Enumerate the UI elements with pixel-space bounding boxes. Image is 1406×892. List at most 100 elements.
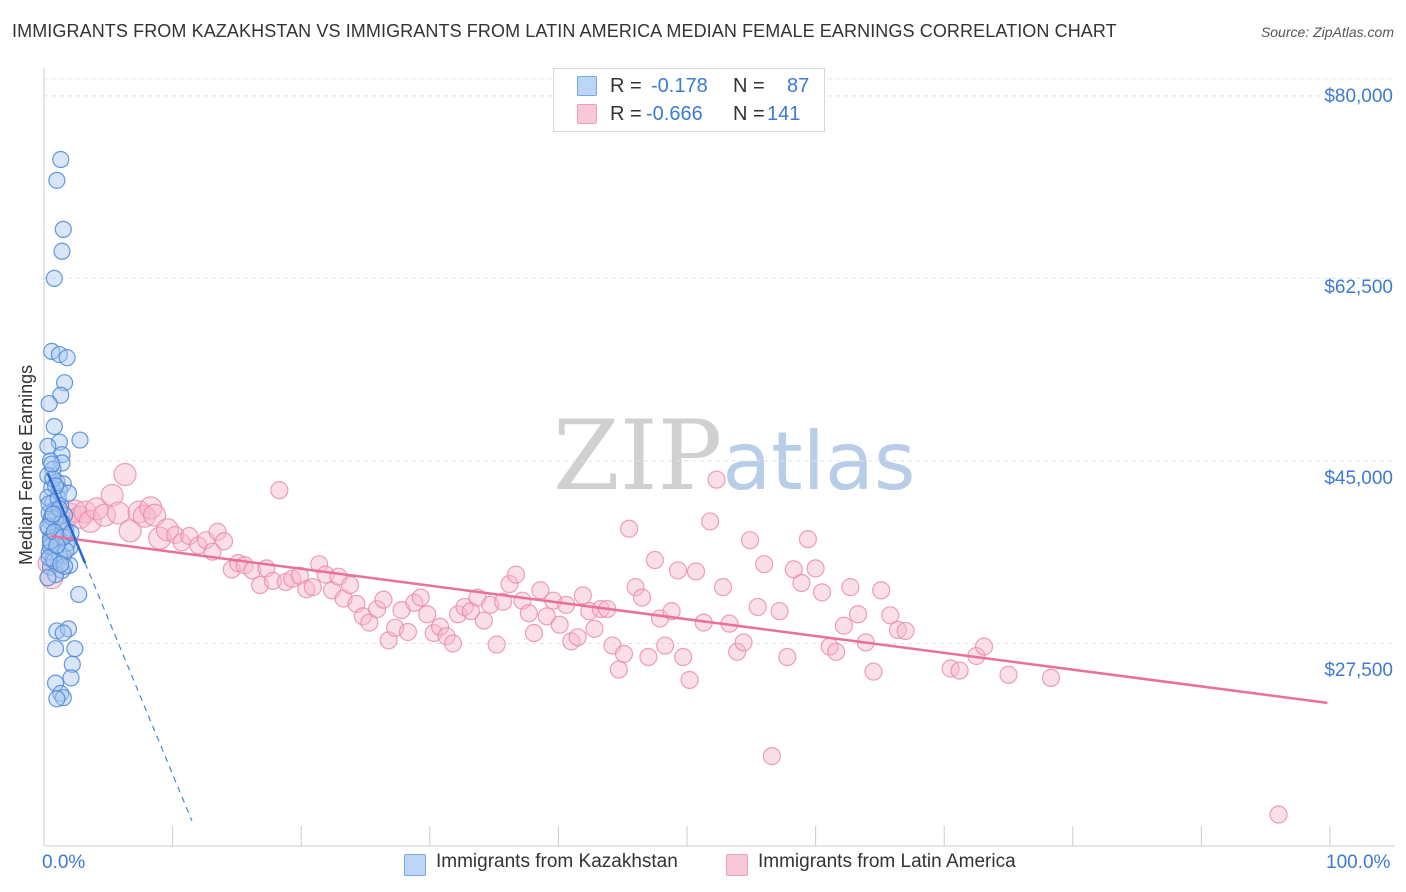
data-point-latin-america — [632, 588, 652, 607]
data-point-latin-america — [734, 633, 753, 652]
data-point-latin-america — [755, 555, 774, 574]
data-point-kazakhstan — [45, 269, 63, 287]
bottom-legend-label-kazakhstan: Immigrants from Kazakhstan — [436, 851, 678, 872]
data-point-latin-america — [881, 606, 900, 625]
data-point-latin-america — [494, 592, 513, 611]
data-point-kazakhstan — [63, 655, 81, 673]
data-point-latin-america — [707, 470, 726, 489]
data-point-latin-america — [437, 627, 456, 646]
data-point-latin-america — [701, 512, 720, 531]
data-point-latin-america — [155, 518, 180, 542]
data-point-latin-america — [519, 604, 538, 623]
data-point-latin-america — [748, 597, 767, 617]
bottom-legend-swatch-latin-america — [726, 854, 748, 876]
data-point-latin-america — [770, 602, 789, 621]
data-point-latin-america — [834, 616, 853, 635]
data-point-latin-america — [614, 644, 634, 663]
data-point-latin-america — [118, 519, 142, 543]
data-point-latin-america — [113, 462, 137, 487]
y-tick-label: $27,500 — [1324, 660, 1393, 681]
y-tick-label: $45,000 — [1324, 468, 1393, 489]
data-point-latin-america — [568, 628, 587, 647]
data-point-latin-america — [888, 620, 908, 640]
trend-lines — [46, 472, 1328, 822]
data-point-latin-america — [270, 481, 289, 500]
legend-r-value: -0.178 — [651, 74, 708, 97]
x-tick-label-max: 100.0% — [1326, 852, 1391, 873]
data-point-latin-america — [798, 530, 817, 549]
data-point-latin-america — [896, 621, 915, 641]
data-point-latin-america — [430, 617, 450, 636]
legend-r-value: -0.666 — [646, 102, 703, 125]
data-point-latin-america — [609, 660, 628, 679]
data-point-kazakhstan — [40, 394, 58, 413]
data-point-latin-america — [340, 575, 360, 595]
data-point-kazakhstan — [45, 417, 63, 436]
data-point-latin-america — [662, 602, 681, 621]
data-point-latin-america — [142, 503, 167, 527]
data-point-latin-america — [500, 574, 519, 594]
data-point-kazakhstan — [40, 495, 58, 513]
x-tick-label-min: 0.0% — [42, 852, 86, 873]
series-kazakhstan-points — [39, 150, 89, 708]
data-point-kazakhstan — [54, 689, 72, 707]
data-point-kazakhstan — [52, 386, 70, 404]
watermark-atlas: atlas — [722, 415, 916, 508]
data-point-kazakhstan — [48, 171, 66, 189]
data-point-latin-america — [524, 623, 544, 643]
data-point-latin-america — [999, 665, 1018, 684]
data-point-kazakhstan — [39, 569, 57, 587]
data-point-kazakhstan — [58, 349, 76, 367]
data-point-latin-america — [537, 607, 556, 626]
data-point-kazakhstan — [48, 690, 66, 708]
data-point-latin-america — [139, 496, 163, 520]
data-point-latin-america — [360, 613, 379, 632]
source-credit: Source: ZipAtlas.com — [1260, 24, 1394, 40]
data-point-kazakhstan — [53, 242, 71, 260]
data-point-latin-america — [550, 615, 569, 634]
data-point-latin-america — [411, 588, 430, 607]
data-point-latin-america — [585, 619, 604, 638]
trend-extension-kazakhstan — [84, 562, 193, 822]
data-point-latin-america — [812, 583, 832, 602]
data-point-kazakhstan — [46, 640, 65, 658]
watermark: ZIPatlas — [553, 400, 916, 512]
legend-r-label: R = — [610, 74, 642, 97]
data-point-latin-america — [78, 509, 102, 534]
y-axis-label: Median Female Earnings — [16, 364, 36, 565]
data-point-latin-america — [487, 635, 506, 654]
correlation-legend: R = -0.178 N = 87 R = -0.666 N = 141 — [553, 68, 825, 132]
data-point-latin-america — [713, 578, 733, 597]
data-point-latin-america — [573, 586, 592, 605]
data-point-latin-america — [263, 571, 283, 590]
data-point-latin-america — [531, 581, 550, 600]
data-point-latin-america — [620, 519, 639, 538]
bottom-legend-label-latin-america: Immigrants from Latin America — [758, 851, 1016, 872]
data-point-kazakhstan — [52, 555, 70, 573]
y-tick-label: $80,000 — [1324, 86, 1393, 107]
data-point-latin-america — [674, 647, 693, 667]
data-point-latin-america — [656, 636, 675, 655]
data-point-latin-america — [374, 590, 393, 609]
chart-title: IMMIGRANTS FROM KAZAKHSTAN VS IMMIGRANTS… — [12, 21, 1117, 41]
data-point-kazakhstan — [54, 220, 72, 238]
data-point-latin-america — [806, 559, 825, 578]
data-point-latin-america — [645, 550, 664, 570]
data-point-kazakhstan — [62, 669, 80, 687]
bottom-legend-swatch-kazakhstan — [404, 854, 426, 876]
data-point-latin-america — [506, 565, 526, 584]
data-point-latin-america — [303, 578, 322, 597]
data-point-latin-america — [639, 647, 658, 667]
data-point-latin-america — [827, 642, 846, 661]
data-point-latin-america — [778, 647, 797, 667]
data-point-latin-america — [841, 578, 860, 597]
data-point-latin-america — [950, 661, 969, 680]
data-point-kazakhstan — [52, 150, 70, 169]
data-point-kazakhstan — [70, 585, 88, 604]
series-latin-america-points — [37, 462, 1288, 824]
legend-n-value: 87 — [787, 74, 810, 97]
data-point-latin-america — [686, 562, 706, 581]
data-point-latin-america — [100, 483, 124, 507]
data-point-latin-america — [214, 532, 234, 551]
